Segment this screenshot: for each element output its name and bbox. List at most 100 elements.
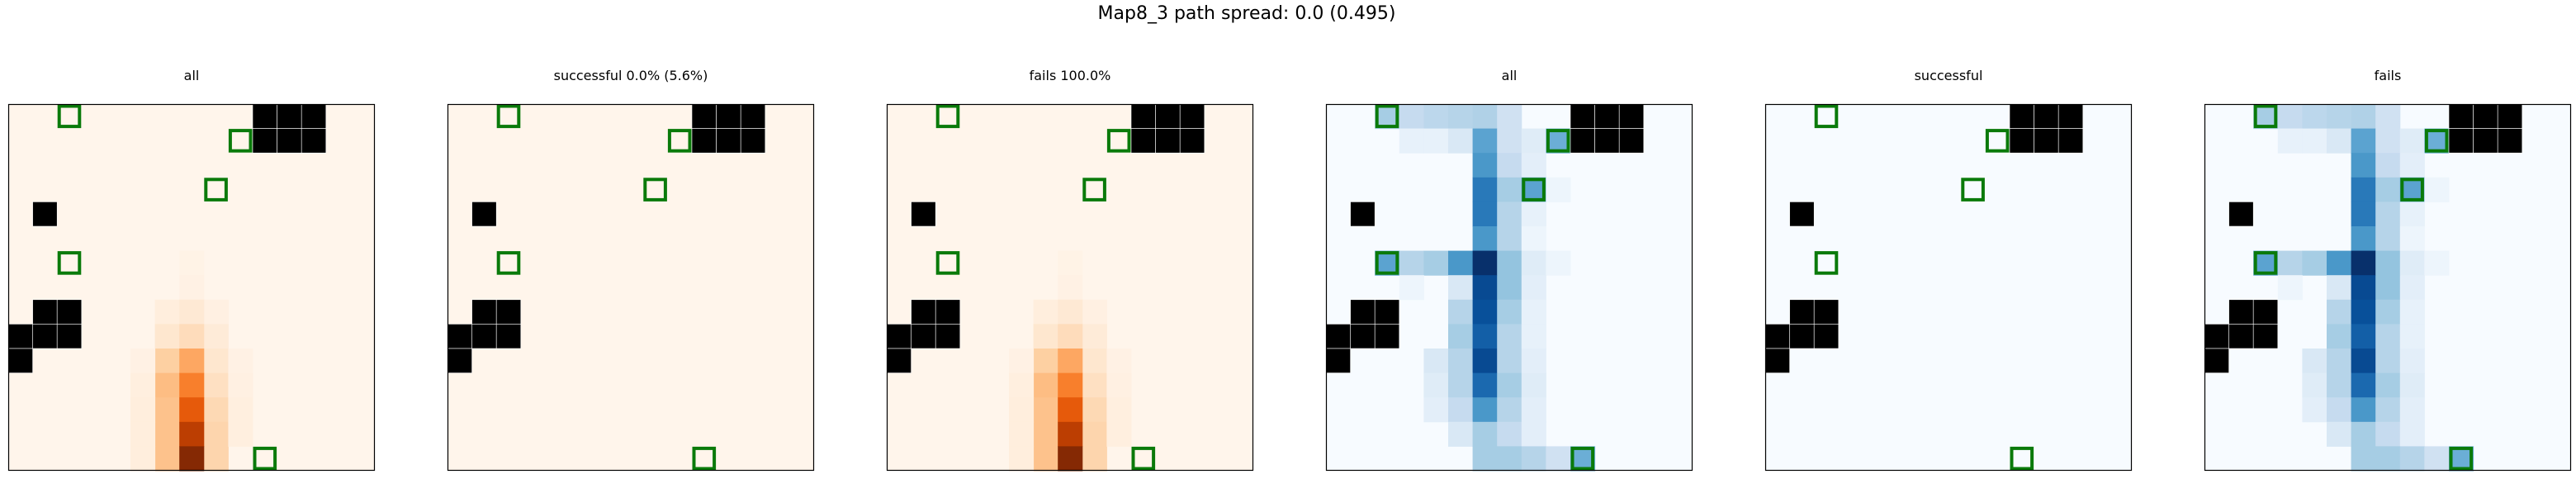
heatmap-cell xyxy=(2399,250,2425,276)
heatmap-cell xyxy=(1058,446,1083,472)
obstacle-cell xyxy=(2497,103,2523,129)
goal-marker xyxy=(1814,251,1839,275)
obstacle-cell xyxy=(1130,103,1156,129)
axes-frame xyxy=(447,103,815,472)
heatmap-cell xyxy=(2351,397,2376,423)
obstacle-cell xyxy=(1350,202,1376,227)
heatmap-cell xyxy=(2375,250,2401,276)
heatmap-cell xyxy=(2351,372,2376,398)
obstacle-cell xyxy=(2009,103,2034,129)
heatmap-cell xyxy=(228,397,253,423)
heatmap-cell xyxy=(154,349,180,374)
heatmap-cell xyxy=(1521,299,1546,325)
panel-title-fails-blues: fails xyxy=(2374,68,2402,83)
heatmap-cell xyxy=(1058,299,1083,325)
heatmap-cell xyxy=(179,299,205,325)
obstacle-cell xyxy=(2228,202,2254,227)
heatmap-cell xyxy=(1082,397,1107,423)
obstacle-cell xyxy=(2057,103,2084,129)
heatmap-cell xyxy=(1399,275,1424,301)
heatmap-cell xyxy=(1521,397,1546,423)
heatmap-cell xyxy=(203,421,229,447)
heatmap-cell xyxy=(2399,299,2425,325)
heatmap-panel-fails-blues xyxy=(2204,103,2572,472)
heatmap-cell xyxy=(1375,250,1400,276)
heatmap-cell xyxy=(1033,324,1058,349)
obstacle-cell xyxy=(2034,128,2059,154)
heatmap-cell xyxy=(2277,250,2303,276)
obstacle-cell xyxy=(471,299,497,325)
obstacle-cell xyxy=(252,128,277,154)
heatmap-cell xyxy=(1521,202,1546,227)
heatmap-cell xyxy=(1521,372,1546,398)
heatmap-cell xyxy=(1033,446,1058,472)
heatmap-cell xyxy=(1423,372,1449,398)
heatmap-cell xyxy=(1521,349,1546,374)
obstacle-cell xyxy=(886,324,912,349)
heatmap-cell xyxy=(1472,324,1498,349)
goal-marker xyxy=(204,178,228,202)
heatmap-cell xyxy=(2302,372,2327,398)
heatmap-cell xyxy=(1497,226,1522,252)
heatmap-cell xyxy=(2327,372,2352,398)
heatmap-cell xyxy=(2399,397,2425,423)
axes-frame xyxy=(886,103,1254,472)
heatmap-cell xyxy=(1082,446,1107,472)
heatmap-cell xyxy=(179,421,205,447)
obstacle-cell xyxy=(1594,128,1620,154)
heatmap-cell xyxy=(1521,177,1546,202)
heatmap-cell xyxy=(1472,446,1498,472)
heatmap-cell xyxy=(2375,372,2401,398)
heatmap-cell xyxy=(1472,177,1498,202)
goal-marker xyxy=(496,251,521,275)
heatmap-cell xyxy=(2351,421,2376,447)
heatmap-cell xyxy=(228,421,253,447)
obstacle-cell xyxy=(1374,299,1400,325)
heatmap-cell xyxy=(2375,128,2401,154)
heatmap-panel-successful-blues xyxy=(1764,103,2133,472)
heatmap-cell xyxy=(1033,372,1058,398)
goal-marker xyxy=(643,178,667,202)
heatmap-panel-fails xyxy=(886,103,1254,472)
heatmap-cell xyxy=(2375,446,2401,472)
heatmap-cell xyxy=(1399,104,1424,130)
heatmap-cell xyxy=(1472,349,1498,374)
obstacle-cell xyxy=(935,324,961,349)
heatmap-cell xyxy=(2302,104,2327,130)
goal-marker xyxy=(692,446,717,471)
heatmap-cell xyxy=(130,397,156,423)
heatmap-background xyxy=(447,104,814,471)
heatmap-cell xyxy=(1546,177,1571,202)
heatmap-cell xyxy=(1497,421,1522,447)
heatmap-cell xyxy=(2399,372,2425,398)
heatmap-cell xyxy=(130,372,156,398)
heatmap-cell xyxy=(1058,349,1083,374)
heatmap-cell xyxy=(2277,128,2303,154)
obstacle-cell xyxy=(56,299,83,325)
heatmap-cell xyxy=(130,446,156,472)
heatmap-cell xyxy=(179,349,205,374)
heatmap-cell xyxy=(1472,250,1498,276)
heatmap-cell xyxy=(179,250,205,276)
heatmap-cell xyxy=(2375,349,2401,374)
heatmap-cell xyxy=(2399,421,2425,447)
heatmap-cell xyxy=(1082,324,1107,349)
heatmap-cell xyxy=(1423,104,1449,130)
heatmap-cell xyxy=(1448,397,1474,423)
heatmap-cell xyxy=(2399,202,2425,227)
heatmap-cell xyxy=(1521,226,1546,252)
heatmap-cell xyxy=(179,324,205,349)
obstacle-cell xyxy=(1179,128,1205,154)
heatmap-cell xyxy=(1497,324,1522,349)
goal-marker xyxy=(935,104,960,129)
heatmap-panel-all xyxy=(7,103,376,472)
heatmap-cell xyxy=(1472,421,1498,447)
heatmap-cell xyxy=(2351,446,2376,472)
heatmap-cell xyxy=(1058,372,1083,398)
heatmap-cell xyxy=(179,397,205,423)
heatmap-cell xyxy=(154,446,180,472)
goal-marker xyxy=(1375,104,1399,129)
heatmap-cell xyxy=(1497,128,1522,154)
heatmap-cell xyxy=(2375,153,2401,178)
heatmap-cell xyxy=(1472,226,1498,252)
